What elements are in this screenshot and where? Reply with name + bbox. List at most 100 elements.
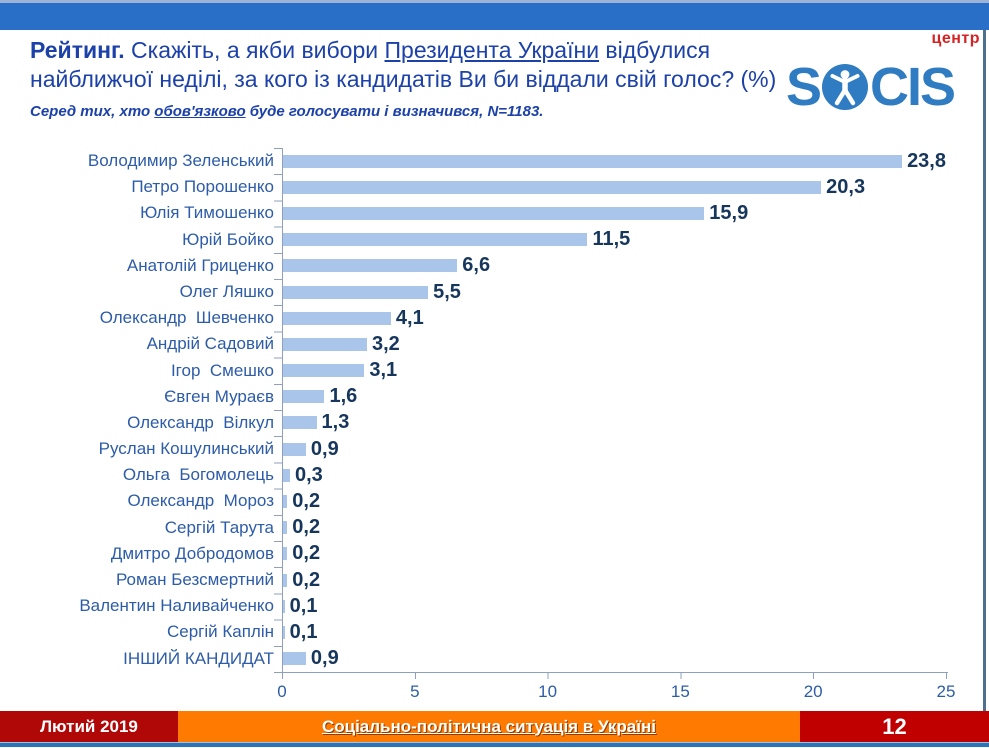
bar xyxy=(282,573,288,587)
note-after: буде голосувати і визначився, N=1183. xyxy=(245,103,544,121)
category-label: Дмитро Добродомов xyxy=(110,543,274,563)
bar-row: 4,1 xyxy=(282,305,946,331)
x-axis-line xyxy=(282,672,948,673)
title-question-before: Скажіть, а якби вибори xyxy=(124,37,385,63)
value-label: 6,6 xyxy=(462,254,491,277)
bar-row: 0,2 xyxy=(282,488,946,514)
logo-wordmark: S CIS xyxy=(786,57,956,117)
category-label: Юлія Тимошенко xyxy=(140,203,274,223)
category-label: Анатолій Гриценко xyxy=(126,255,274,275)
value-label: 3,1 xyxy=(369,359,398,382)
value-label: 4,1 xyxy=(395,306,424,329)
socis-logo: центр S CIS xyxy=(786,30,982,116)
category-label: Олександр Вілкул xyxy=(127,412,274,432)
value-label: 1,6 xyxy=(329,385,358,408)
x-axis-label: 15 xyxy=(670,682,690,701)
logo-letters-cis: CIS xyxy=(870,57,956,117)
bar-row: 0,2 xyxy=(282,515,946,541)
x-axis-labels: 0 5 10 15 20 25 xyxy=(277,682,955,704)
title-lead: Рейтинг. xyxy=(30,37,125,63)
value-label: 11,5 xyxy=(592,228,631,251)
footer-date: Лютий 2019 xyxy=(0,711,178,742)
note-before: Серед тих, хто xyxy=(30,103,155,121)
category-label: Юрій Бойко xyxy=(182,229,274,249)
bar xyxy=(282,468,290,482)
bar-row: 1,3 xyxy=(282,410,946,436)
bar-row: 3,2 xyxy=(282,331,946,357)
category-label: Сергій Тарута xyxy=(164,517,274,537)
category-label: Володимир Зеленський xyxy=(87,151,274,170)
category-label: Ольга Богомолець xyxy=(122,465,274,485)
bar-row: 5,5 xyxy=(282,279,946,305)
value-label: 0,2 xyxy=(292,490,321,513)
bar xyxy=(282,154,903,168)
footer-bar: Лютий 2019 Соціально-політична ситуація … xyxy=(0,711,989,742)
bar-row: 3,1 xyxy=(282,358,946,384)
top-gray-strip xyxy=(0,0,989,3)
bar-row: 11,5 xyxy=(282,227,946,253)
note-underlined: обов'язково xyxy=(154,103,246,121)
page-number: 12 xyxy=(800,711,989,742)
category-label: Сергій Каплін xyxy=(166,622,274,642)
value-label: 5,5 xyxy=(433,280,461,303)
x-axis-label: 5 xyxy=(410,682,420,701)
bar xyxy=(282,599,285,613)
rating-bar-chart: Володимир Зеленський Петро Порошенко Юлія … xyxy=(24,148,964,710)
value-label: 0,3 xyxy=(294,463,323,486)
bar-row: 20,3 xyxy=(282,174,946,200)
category-label: Олександр Шевченко xyxy=(99,308,274,328)
bar xyxy=(282,233,588,247)
category-label: Олександр Мороз xyxy=(127,491,274,511)
plot-rows: 23,8 20,3 15,9 11,5 6,6 5,5 4,1 3,2 3,1 1,6 1,3 0,9… xyxy=(282,148,946,672)
category-label: Валентин Наливайченко xyxy=(79,596,274,616)
y-axis-line xyxy=(282,148,283,673)
bar xyxy=(282,416,317,430)
bar xyxy=(282,625,285,639)
value-label: 0,2 xyxy=(292,516,321,539)
bar-row: 0,9 xyxy=(282,646,946,672)
value-label: 0,9 xyxy=(310,647,339,670)
bar xyxy=(282,364,365,378)
category-label: Олег Ляшко xyxy=(179,281,274,301)
category-label: Руслан Кошулинський xyxy=(98,439,274,459)
x-axis-label: 20 xyxy=(803,682,823,701)
value-label: 0,1 xyxy=(289,594,318,617)
title-question-after: відбулися найближчої неділі, за кого із … xyxy=(30,37,777,93)
value-label: 23,8 xyxy=(907,149,946,172)
value-label: 20,3 xyxy=(826,175,866,198)
logo-badge: центр xyxy=(931,30,980,47)
value-label: 3,2 xyxy=(371,332,400,355)
y-axis-ticks xyxy=(274,148,282,674)
logo-letter-s: S xyxy=(786,57,822,117)
bar-row: 1,6 xyxy=(282,384,946,410)
bar xyxy=(282,652,306,666)
category-label: Євген Мураєв xyxy=(164,386,274,406)
bar xyxy=(282,442,306,456)
bar-row: 15,9 xyxy=(282,200,946,226)
bar xyxy=(282,311,391,325)
bar-row: 0,2 xyxy=(282,567,946,593)
category-label: Андрій Садовий xyxy=(146,334,274,354)
category-label: Роман Безсмертний xyxy=(115,570,274,589)
bar xyxy=(282,206,705,220)
value-label: 0,2 xyxy=(292,568,321,591)
bar xyxy=(282,495,288,509)
x-axis-label: 10 xyxy=(538,682,558,701)
value-label: 0,2 xyxy=(292,542,321,565)
x-axis-label: 0 xyxy=(277,682,287,701)
bar-row: 0,3 xyxy=(282,462,946,488)
x-axis-label: 25 xyxy=(936,682,956,701)
value-label: 15,9 xyxy=(709,201,749,224)
bar-row: 0,1 xyxy=(282,593,946,619)
bar xyxy=(282,285,429,299)
page-title: Рейтинг. Скажіть, а якби вибори Президен… xyxy=(30,36,788,124)
person-icon xyxy=(822,64,869,110)
bar xyxy=(282,547,288,561)
bar-row: 0,2 xyxy=(282,541,946,567)
title-note: Серед тих, хто обов'язково буде голосува… xyxy=(30,103,543,120)
x-axis-ticks xyxy=(282,673,948,679)
bar xyxy=(282,390,325,404)
right-edge-border xyxy=(983,30,986,742)
bar xyxy=(282,521,288,535)
